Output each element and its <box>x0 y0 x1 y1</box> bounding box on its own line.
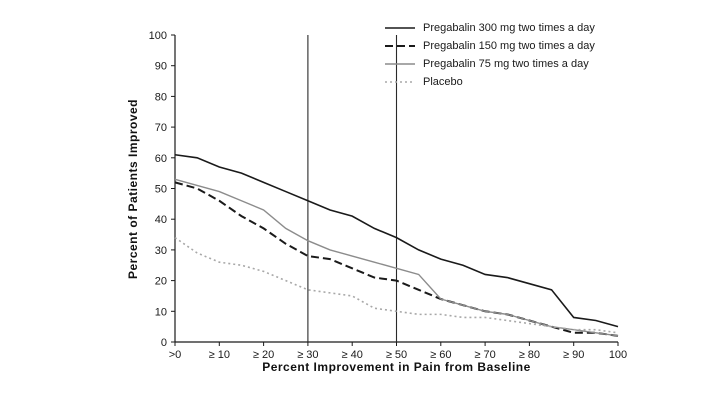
x-tick-label: ≥ 90 <box>563 349 584 361</box>
x-tick-label: ≥ 20 <box>253 349 274 361</box>
legend-line-swatch <box>385 80 415 83</box>
y-tick-label: 40 <box>155 214 167 226</box>
legend-item: Pregabalin 75 mg two times a day <box>384 56 595 71</box>
legend: Pregabalin 300 mg two times a day Pregaba… <box>384 20 595 89</box>
x-tick-label: >0 <box>169 349 182 361</box>
x-tick-label: ≥ 10 <box>209 349 230 361</box>
y-tick-label: 20 <box>155 276 167 288</box>
x-tick-label: 100 <box>609 349 627 361</box>
x-tick-label: ≥ 50 <box>386 349 407 361</box>
y-tick-label: 80 <box>155 91 167 103</box>
y-tick-label: 60 <box>155 153 167 165</box>
legend-item: Pregabalin 300 mg two times a day <box>384 20 595 35</box>
series-line <box>174 236 619 334</box>
legend-label: Placebo <box>423 75 463 88</box>
x-tick-label: ≥ 30 <box>297 349 318 361</box>
y-tick-label: 30 <box>155 245 167 257</box>
x-tick-label: ≥ 70 <box>474 349 495 361</box>
legend-item: Pregabalin 150 mg two times a day <box>384 38 595 53</box>
x-axis-title: Percent Improvement in Pain from Baselin… <box>262 360 531 374</box>
legend-line-swatch <box>385 62 415 65</box>
legend-label: Pregabalin 150 mg two times a day <box>423 39 595 52</box>
y-tick-label: 90 <box>155 61 167 73</box>
x-tick-label: ≥ 40 <box>342 349 363 361</box>
y-tick-label: 70 <box>155 122 167 134</box>
x-tick-label: ≥ 60 <box>430 349 451 361</box>
y-tick-label: 100 <box>149 30 167 42</box>
legend-line-swatch <box>385 44 415 47</box>
legend-label: Pregabalin 300 mg two times a day <box>423 21 595 34</box>
legend-item: Placebo <box>384 74 595 89</box>
legend-line-swatch <box>385 26 415 29</box>
y-tick-label: 50 <box>155 184 167 196</box>
y-tick-label: 10 <box>155 306 167 318</box>
y-axis-title: Percent of Patients Improved <box>126 98 140 280</box>
legend-label: Pregabalin 75 mg two times a day <box>423 57 589 70</box>
y-tick-label: 0 <box>161 337 167 349</box>
x-tick-label: ≥ 80 <box>519 349 540 361</box>
series-line <box>174 178 619 337</box>
series-line <box>174 153 619 328</box>
